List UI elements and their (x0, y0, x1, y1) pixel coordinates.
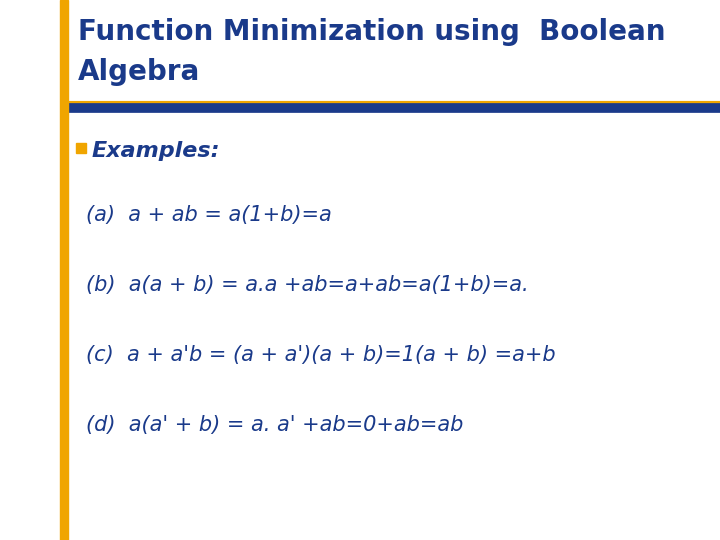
Text: (a)  a + ab = a(1+b)=a: (a) a + ab = a(1+b)=a (86, 205, 332, 225)
Bar (60, 0, 68, 540)
Bar (76, 143, 86, 153)
Text: Algebra: Algebra (78, 58, 200, 86)
Text: (c)  a + a'b = (a + a')(a + b)=1(a + b) =a+b: (c) a + a'b = (a + a')(a + b)=1(a + b) =… (86, 345, 556, 365)
Text: (b)  a(a + b) = a.a +ab=a+ab=a(1+b)=a.: (b) a(a + b) = a.a +ab=a+ab=a(1+b)=a. (86, 275, 528, 295)
Text: Examples:: Examples: (92, 141, 220, 161)
Text: Function Minimization using  Boolean: Function Minimization using Boolean (78, 18, 665, 46)
Text: (d)  a(a' + b) = a. a' +ab=0+ab=ab: (d) a(a' + b) = a. a' +ab=0+ab=ab (86, 415, 464, 435)
